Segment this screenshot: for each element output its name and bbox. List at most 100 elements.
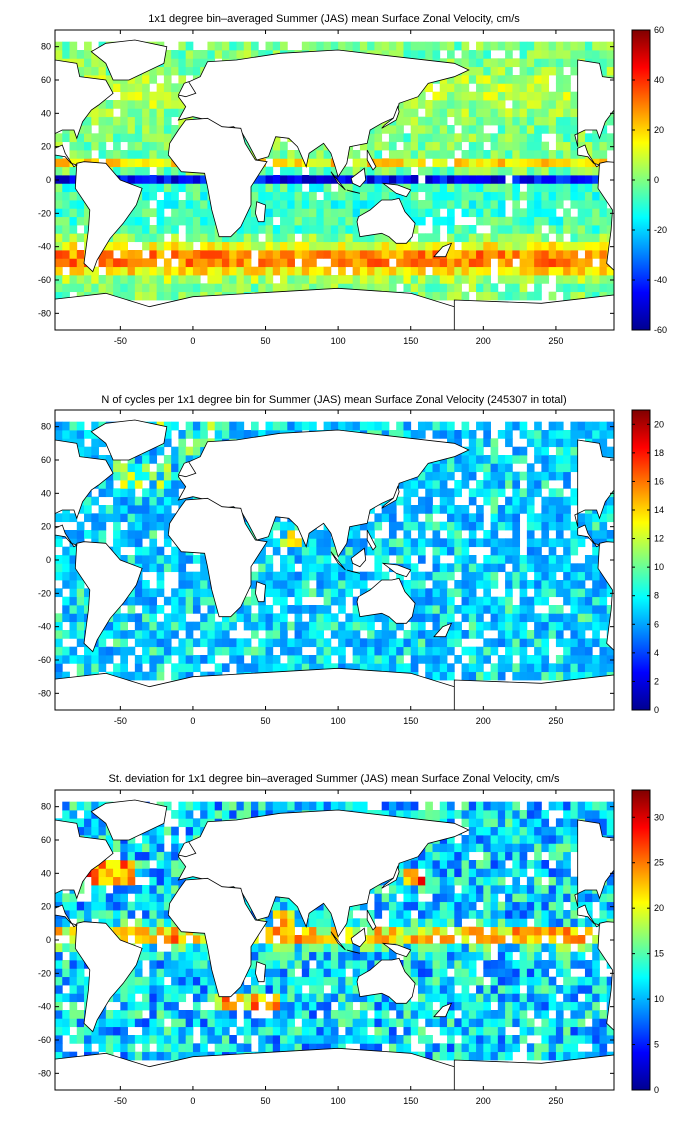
- heatmap-cell: [534, 1051, 542, 1061]
- heatmap-cell: [483, 463, 491, 473]
- heatmap-cell: [192, 663, 201, 673]
- heatmap-cell: [163, 555, 172, 564]
- heatmap-cell: [417, 216, 426, 226]
- heatmap-cell: [483, 250, 491, 259]
- heatmap-cell: [192, 638, 201, 648]
- heatmap-cell: [171, 1043, 179, 1053]
- heatmap-cell: [606, 446, 614, 456]
- heatmap-cell: [330, 175, 339, 184]
- heatmap-cell: [417, 250, 426, 259]
- heatmap-cell: [468, 200, 477, 209]
- heatmap-cell: [592, 216, 600, 226]
- heatmap-cell: [541, 655, 550, 664]
- heatmap-cell: [309, 563, 317, 573]
- heatmap-cell: [541, 663, 550, 673]
- heatmap-cell: [192, 216, 201, 226]
- heatmap-cell: [98, 58, 107, 68]
- heatmap-cell: [142, 233, 150, 243]
- heatmap-cell: [483, 58, 491, 68]
- heatmap-cell: [338, 200, 346, 209]
- heatmap-cell: [599, 133, 608, 143]
- heatmap-cell: [142, 158, 150, 168]
- heatmap-cell: [76, 446, 85, 456]
- heatmap-cell: [280, 225, 288, 234]
- heatmap-cell: [171, 985, 179, 994]
- heatmap-cell: [476, 1043, 484, 1053]
- heatmap-cell: [563, 125, 571, 134]
- heatmap-cell: [272, 141, 281, 151]
- heatmap-cell: [570, 985, 579, 994]
- heatmap-cell: [69, 200, 78, 209]
- heatmap-cell: [178, 613, 187, 623]
- heatmap-cell: [338, 275, 346, 284]
- heatmap-cell: [84, 66, 92, 76]
- heatmap-cell: [265, 613, 274, 623]
- heatmap-cell: [185, 455, 194, 464]
- heatmap-cell: [599, 266, 608, 276]
- land-mass: [167, 497, 268, 618]
- heatmap-cell: [548, 555, 557, 564]
- heatmap-cell: [178, 496, 187, 506]
- chart-title: N of cycles per 1x1 degree bin for Summe…: [101, 394, 566, 406]
- heatmap-cell: [113, 1043, 121, 1053]
- heatmap-cell: [468, 183, 477, 193]
- heatmap-cell: [381, 125, 390, 134]
- heatmap-cell: [323, 1035, 332, 1044]
- heatmap-cell: [548, 580, 557, 589]
- heatmap-cell: [570, 663, 579, 673]
- heatmap-cell: [432, 530, 441, 539]
- heatmap-cell: [149, 605, 158, 614]
- heatmap-cell: [330, 546, 339, 556]
- heatmap-cell: [526, 150, 535, 159]
- heatmap-cell: [55, 538, 63, 548]
- heatmap-cell: [163, 283, 172, 293]
- heatmap-cell: [287, 605, 295, 614]
- heatmap-cell: [381, 1018, 390, 1028]
- heatmap-cell: [120, 266, 128, 276]
- heatmap-cell: [548, 258, 557, 268]
- heatmap-cell: [142, 993, 150, 1003]
- heatmap-cell: [388, 1001, 397, 1011]
- heatmap-cell: [483, 588, 491, 598]
- heatmap-cell: [91, 1035, 99, 1044]
- heatmap-cell: [534, 75, 542, 84]
- heatmap-cell: [287, 275, 295, 284]
- heatmap-cell: [229, 655, 237, 664]
- heatmap-cell: [461, 630, 470, 639]
- heatmap-cell: [84, 1043, 92, 1053]
- heatmap-cell: [345, 191, 354, 201]
- heatmap-cell: [606, 225, 614, 234]
- heatmap-cell: [584, 233, 593, 243]
- heatmap-cell: [301, 630, 310, 639]
- heatmap-cell: [526, 175, 535, 184]
- heatmap-cell: [178, 250, 187, 259]
- heatmap-cell: [505, 993, 513, 1003]
- heatmap-cell: [476, 58, 484, 68]
- heatmap-cell: [374, 141, 383, 151]
- heatmap-cell: [425, 200, 433, 209]
- heatmap-cell: [280, 141, 288, 151]
- heatmap-cell: [447, 646, 455, 656]
- heatmap-cell: [490, 91, 499, 101]
- heatmap-cell: [149, 141, 158, 151]
- heatmap-cell: [410, 655, 419, 664]
- heatmap-cell: [439, 480, 448, 489]
- heatmap-cell: [461, 1010, 470, 1019]
- heatmap-cell: [258, 646, 266, 656]
- heatmap-cell: [483, 133, 491, 143]
- heatmap-cell: [272, 1026, 281, 1036]
- heatmap-cell: [113, 621, 121, 631]
- heatmap-cell: [62, 175, 70, 184]
- heatmap-cell: [512, 455, 521, 464]
- heatmap-cell: [454, 605, 462, 614]
- heatmap-cell: [178, 596, 187, 606]
- heatmap-cell: [432, 100, 441, 109]
- heatmap-cell: [272, 241, 281, 251]
- heatmap-cell: [555, 191, 564, 201]
- heatmap-cell: [497, 993, 506, 1003]
- heatmap-cell: [316, 241, 325, 251]
- heatmap-cell: [396, 116, 404, 126]
- heatmap-cell: [512, 605, 521, 614]
- heatmap-cell: [555, 630, 564, 639]
- heatmap-cell: [294, 250, 303, 259]
